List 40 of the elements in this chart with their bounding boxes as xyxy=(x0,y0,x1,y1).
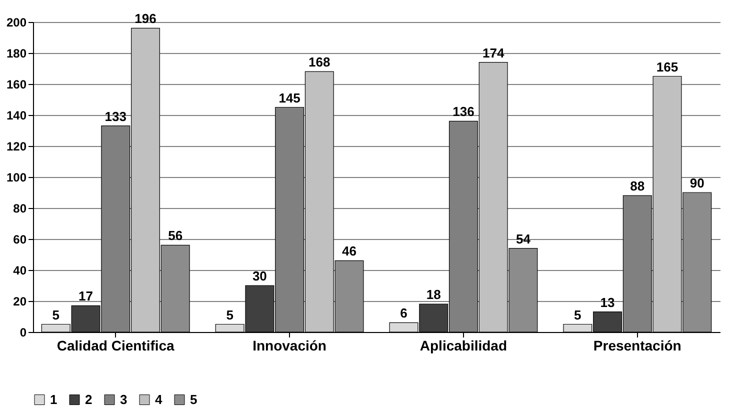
y-tick-label: 40 xyxy=(13,264,27,278)
data-label: 145 xyxy=(278,90,300,106)
data-label: 17 xyxy=(78,288,93,304)
legend-label: 3 xyxy=(120,392,128,407)
data-label: 5 xyxy=(574,307,582,322)
legend-label: 4 xyxy=(155,392,163,407)
legend-label: 5 xyxy=(190,392,198,407)
y-tick-label: 80 xyxy=(13,202,27,216)
y-tick-label: 60 xyxy=(13,232,27,246)
data-label: 196 xyxy=(134,11,156,26)
data-label: 174 xyxy=(482,45,505,60)
data-label: 5 xyxy=(226,307,234,322)
data-label: 90 xyxy=(690,176,704,190)
x-tick-label: Innovación xyxy=(252,338,326,354)
data-label: 30 xyxy=(252,268,267,284)
data-label: 133 xyxy=(104,108,126,124)
x-tick-label: Presentación xyxy=(593,338,682,354)
y-tick-label: 180 xyxy=(6,46,27,60)
data-label: 165 xyxy=(656,59,678,74)
y-tick-label: 140 xyxy=(6,108,27,122)
legend-label: 1 xyxy=(50,392,58,407)
legend-label: 2 xyxy=(85,392,92,407)
data-label: 6 xyxy=(400,306,408,321)
data-label: 5 xyxy=(52,307,60,322)
data-label: 168 xyxy=(308,54,330,70)
data-label: 56 xyxy=(168,228,183,244)
y-tick-label: 160 xyxy=(6,78,27,92)
y-tick-label: 100 xyxy=(6,170,27,184)
y-tick-label: 20 xyxy=(13,294,27,308)
y-tick-label: 200 xyxy=(6,16,27,30)
data-label: 18 xyxy=(426,287,441,302)
data-label: 54 xyxy=(516,231,532,246)
data-label: 46 xyxy=(342,244,357,259)
y-tick-label: 120 xyxy=(6,140,27,154)
data-label: 13 xyxy=(600,294,615,310)
x-tick-label: Calidad Cientifica xyxy=(56,338,175,354)
data-label: 88 xyxy=(630,178,645,194)
data-label: 136 xyxy=(452,104,474,120)
y-tick-label: 0 xyxy=(20,326,27,340)
x-tick-label: Aplicabilidad xyxy=(420,338,508,354)
